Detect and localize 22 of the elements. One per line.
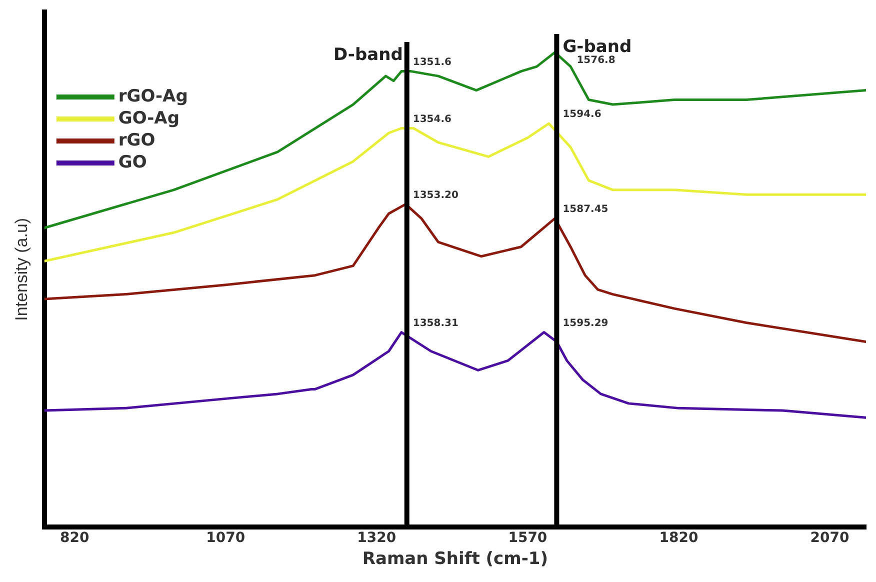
x-tick-label: 820 [60,530,90,546]
x-tick-label: 1070 [206,530,246,546]
x-tick-label: 1820 [659,530,698,546]
y-axis-title: Intensity (a.u) [12,218,31,321]
x-tick-label: 2070 [810,530,850,546]
annotation: 1358.31 [412,318,458,329]
annotation: 1576.8 [576,54,616,66]
annotation: 1594.6 [562,109,602,120]
annotation: 1351.6 [412,56,452,68]
annotation: 1595.29 [562,318,608,329]
legend-label: rGO-Ag [118,86,188,106]
legend-label: GO [118,152,147,172]
ref-line-label: G-band [562,36,632,57]
x-tick-label: 1320 [357,530,396,546]
legend-label: GO-Ag [118,108,180,128]
annotation: 1354.6 [412,114,452,125]
x-tick-label: 1570 [508,530,548,546]
legend-label: rGO [118,130,156,150]
x-axis-title: Raman Shift (cm-1) [362,549,548,570]
annotation: 1587.45 [562,204,608,215]
ref-line-label: D-band [333,44,403,65]
annotation: 1353.20 [412,190,458,201]
